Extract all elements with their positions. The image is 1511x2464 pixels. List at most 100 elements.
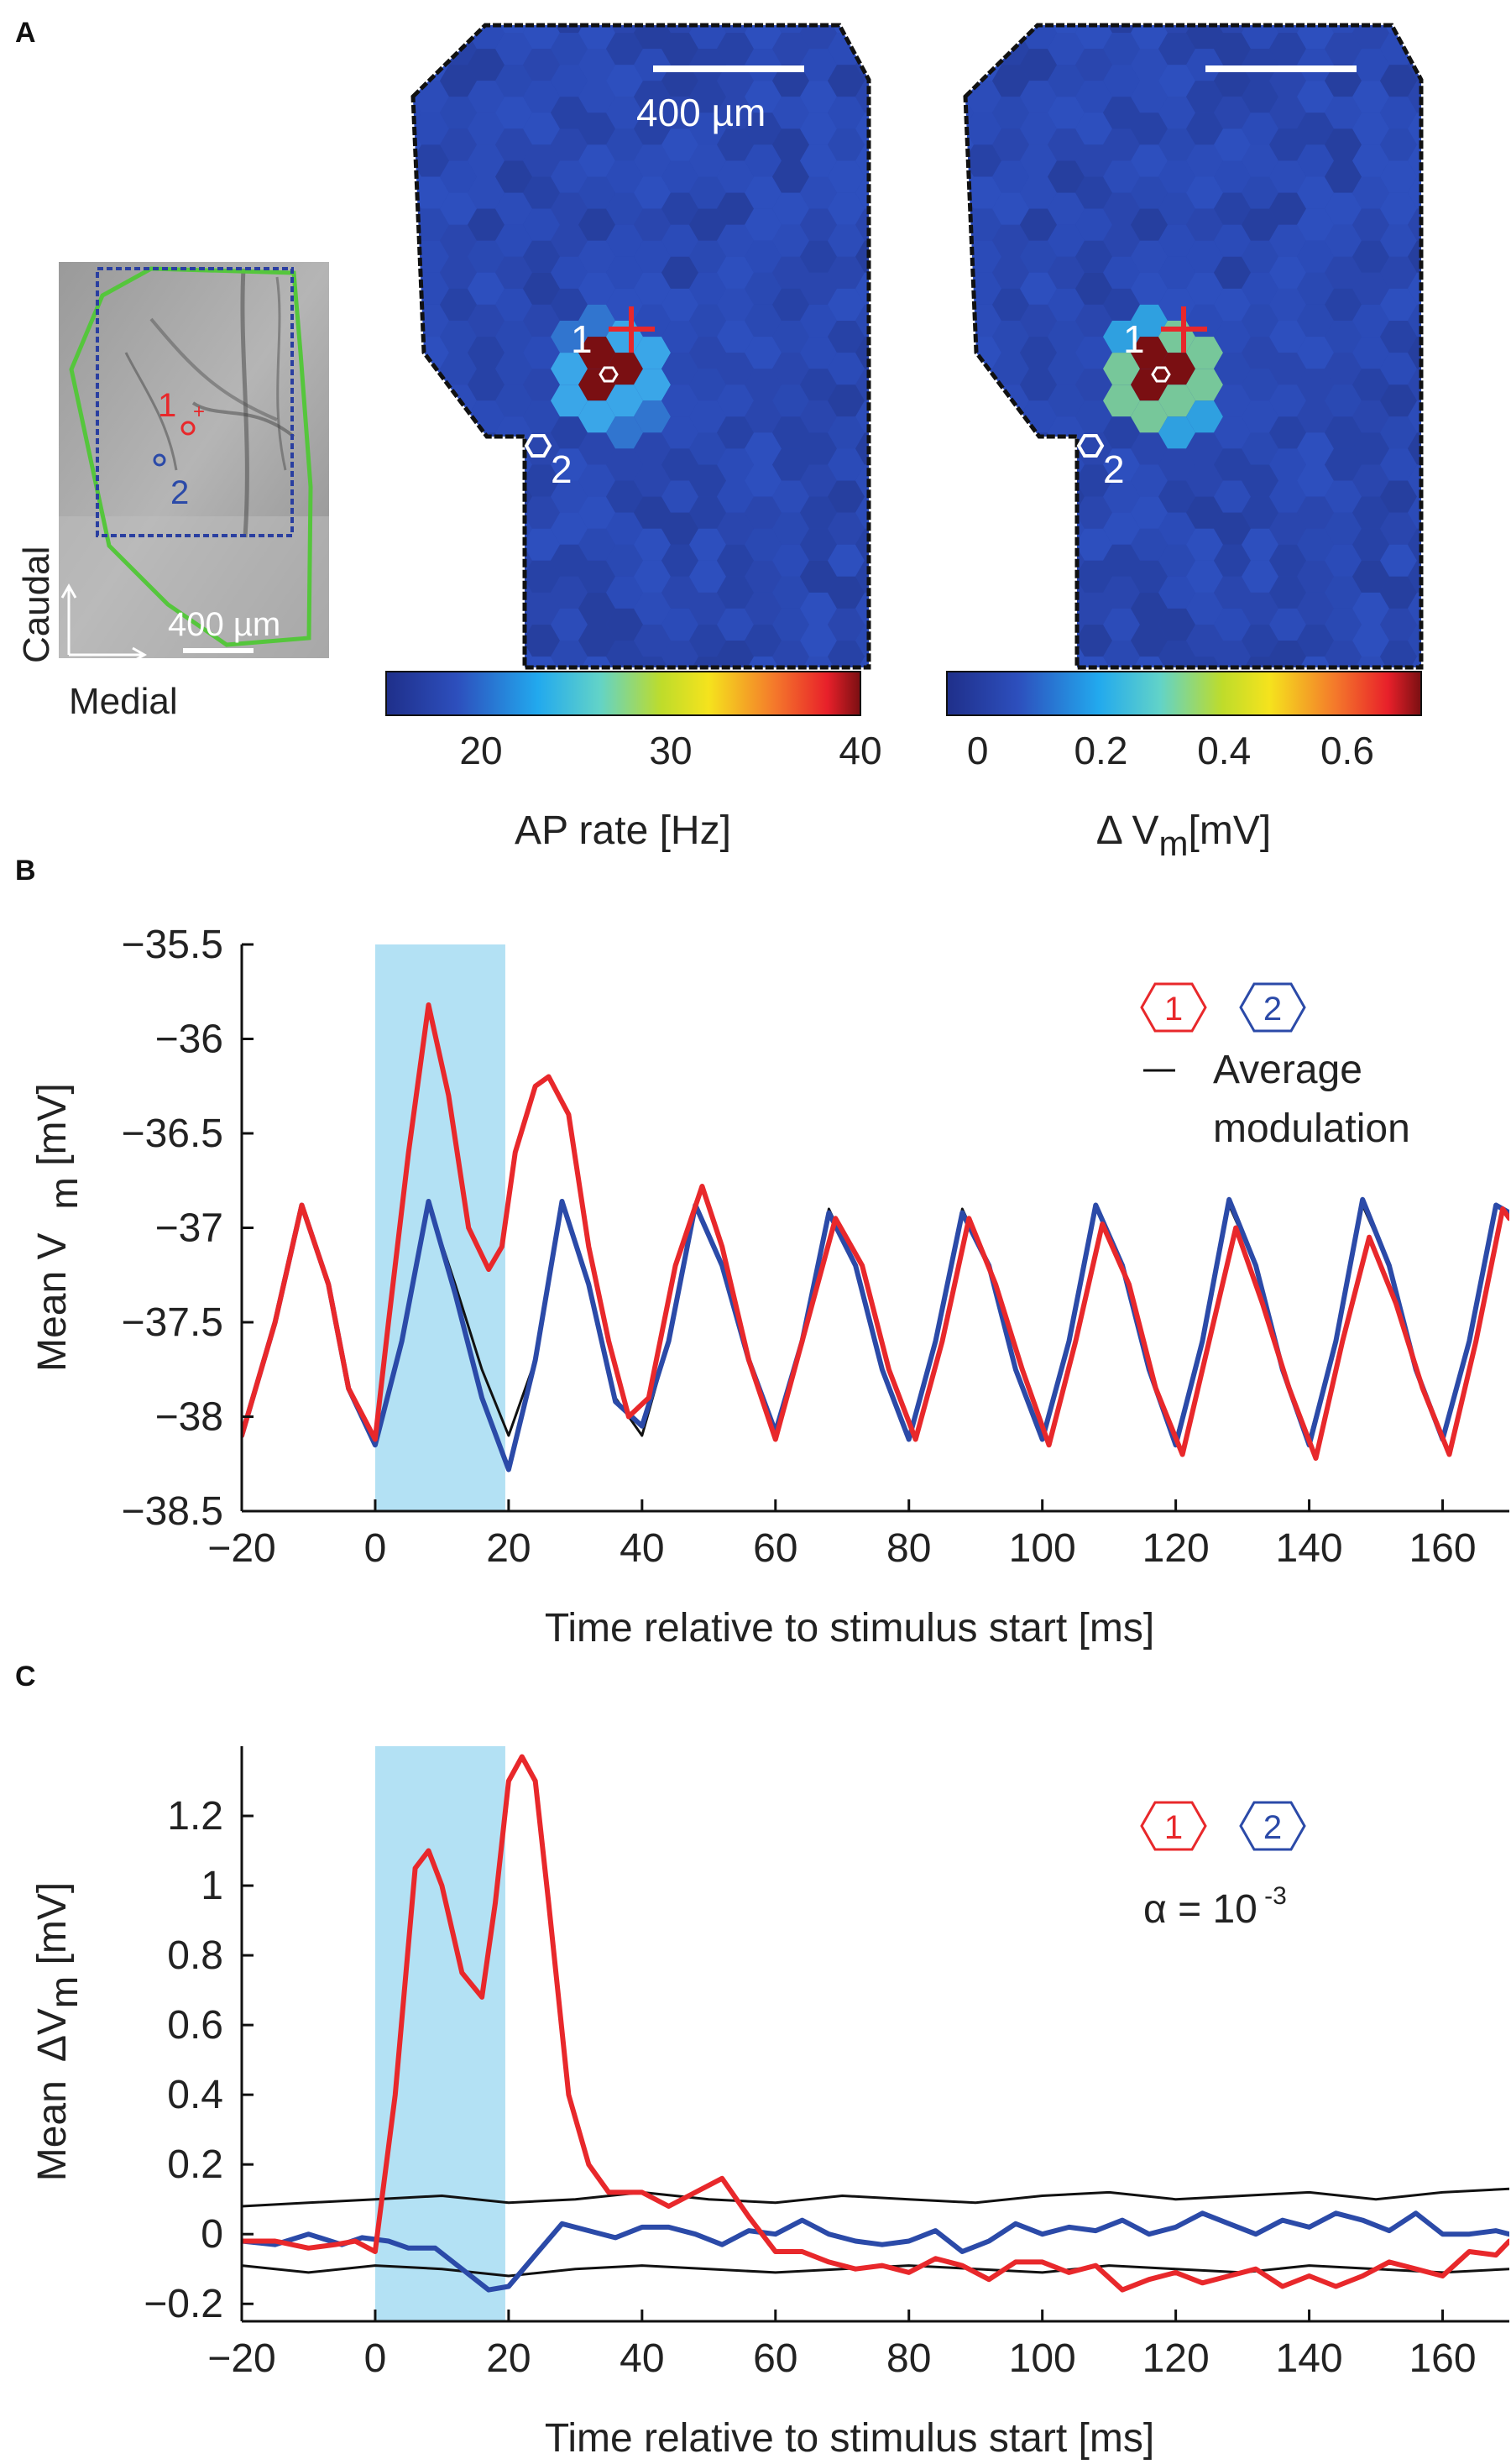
map-hex [578, 657, 615, 667]
map-hex [495, 224, 532, 257]
map-hex [1020, 369, 1057, 401]
map-hex [1269, 353, 1306, 385]
map-hex [1352, 432, 1389, 465]
map-hex [965, 464, 1001, 497]
map-hex [911, 752, 948, 784]
map-hex [413, 224, 421, 257]
map-hex [855, 657, 869, 667]
map-hex [606, 128, 643, 161]
map-hex [1020, 592, 1057, 625]
map-hex [1297, 272, 1334, 305]
map-hex [965, 112, 1001, 145]
map-hex [1491, 257, 1511, 289]
map-hex [1158, 448, 1195, 481]
map-hex [1352, 208, 1389, 241]
map-hex [1491, 33, 1511, 65]
map-hex [551, 33, 588, 65]
map-hex [1020, 176, 1057, 209]
map-hex [661, 385, 698, 417]
map-hex [413, 432, 449, 465]
map-hex [1491, 97, 1511, 128]
map-scale-label: 400 µm [636, 91, 766, 134]
map-hex [551, 608, 588, 641]
map-hex [911, 305, 948, 337]
map-hex [689, 337, 726, 369]
map-hex [800, 464, 837, 497]
map-hex [1186, 208, 1223, 241]
map-hex [1186, 464, 1223, 497]
map-hex [855, 240, 869, 273]
map-hex [523, 464, 560, 497]
map-hex [1131, 144, 1168, 177]
map-hex [1408, 528, 1421, 561]
map-hex [1380, 321, 1417, 353]
map-hex [966, 529, 1003, 561]
map-hex [1491, 481, 1511, 513]
map-hex [551, 385, 588, 417]
map-hex [468, 49, 505, 81]
map-hex [1463, 432, 1500, 464]
x-tick-label: 80 [886, 1526, 931, 1571]
map-hex [800, 176, 837, 209]
map-hex [992, 256, 1029, 289]
map-hex [800, 657, 837, 667]
map-hex [1269, 576, 1306, 609]
map-hex [1269, 321, 1306, 353]
map-hex [1131, 752, 1168, 784]
map-hex [1269, 33, 1306, 65]
map-hex [1158, 576, 1195, 609]
map-hex [883, 128, 920, 160]
series-line-threshold-upper [242, 2187, 1509, 2208]
map-hex [1491, 385, 1511, 416]
legend-alpha: α = 10 -3 [1143, 1882, 1287, 1932]
map-hex [1131, 528, 1168, 561]
map-hex [1103, 224, 1140, 257]
map-hex [440, 512, 477, 545]
map-hex [717, 576, 754, 609]
map-hex [1325, 288, 1362, 321]
map-hex [523, 592, 560, 625]
map-hex [717, 448, 754, 481]
map-hex [661, 641, 698, 667]
map-hex [413, 592, 449, 625]
map-hex [1435, 97, 1472, 128]
map-hex [1380, 385, 1417, 417]
map-hex [1048, 160, 1085, 193]
map-hex [634, 400, 671, 433]
map-hex [1463, 625, 1500, 657]
map-hex [717, 736, 754, 768]
map-hex [800, 720, 837, 752]
map-hex [1408, 240, 1421, 273]
map-hex [1380, 448, 1417, 481]
map-hex [468, 528, 505, 561]
map-hex [468, 81, 505, 113]
map-hex [634, 657, 671, 667]
map-hex [689, 752, 726, 784]
map-hex [772, 385, 809, 417]
map-hex [578, 144, 615, 177]
map-outline [963, 23, 1424, 670]
map-hex [1048, 33, 1085, 65]
map-hex [992, 353, 1029, 385]
brain-photo: 1 + 2 400 µm [59, 262, 329, 663]
map-hex [772, 641, 809, 667]
map-hex [965, 321, 974, 353]
chart-series [242, 1002, 1509, 1473]
x-axis-label: Time relative to stimulus start [ms] [545, 1606, 1154, 1651]
map-hex [1352, 81, 1389, 113]
map-hex [1463, 657, 1500, 688]
map-hex [883, 672, 920, 704]
map-hex [992, 416, 1029, 449]
photo-electrode-1-label: 1 [158, 387, 176, 424]
map-hex [440, 448, 477, 481]
map-hex [1408, 176, 1421, 209]
map-hex [413, 512, 421, 545]
map-hex [828, 256, 865, 289]
map-hex [828, 641, 865, 667]
map-hex [1020, 337, 1057, 369]
map-hex [800, 208, 837, 241]
map-hex [1408, 25, 1421, 50]
map-hex [1352, 657, 1389, 667]
map-hex [468, 592, 505, 625]
map-hex [965, 528, 1001, 561]
